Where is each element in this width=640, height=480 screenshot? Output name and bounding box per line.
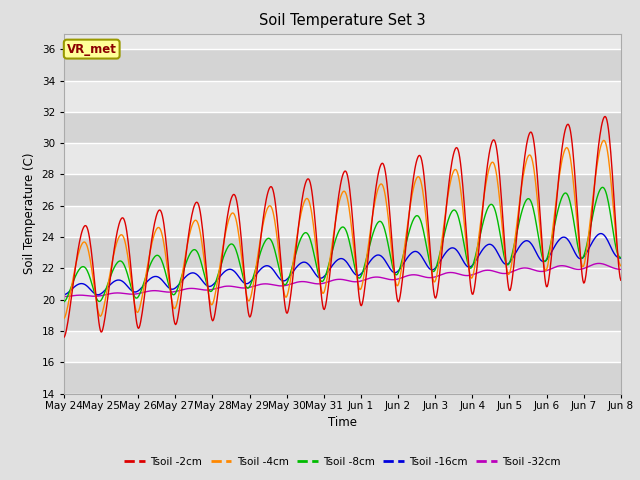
Tsoil -16cm — [70, 284, 78, 290]
Tsoil -8cm — [214, 274, 221, 280]
Tsoil -4cm — [70, 270, 78, 276]
Tsoil -8cm — [60, 299, 68, 305]
X-axis label: Time: Time — [328, 416, 357, 429]
Tsoil -16cm — [214, 276, 222, 282]
Tsoil -2cm — [184, 237, 192, 243]
Bar — [64, 300, 621, 331]
Tsoil -4cm — [410, 183, 418, 189]
Tsoil -2cm — [214, 295, 221, 300]
Tsoil -4cm — [127, 279, 135, 285]
Bar — [64, 112, 621, 143]
Bar — [64, 49, 621, 81]
Tsoil -16cm — [128, 288, 136, 294]
Tsoil -16cm — [185, 271, 193, 277]
Tsoil -2cm — [617, 277, 625, 283]
Tsoil -2cm — [127, 270, 135, 276]
Tsoil -32cm — [410, 272, 418, 277]
Bar — [64, 81, 621, 112]
Tsoil -32cm — [70, 293, 78, 299]
Tsoil -16cm — [60, 292, 68, 298]
Bar — [64, 206, 621, 237]
Bar — [64, 143, 621, 174]
Tsoil -32cm — [184, 286, 192, 291]
Tsoil -4cm — [600, 137, 607, 143]
Tsoil -16cm — [428, 267, 435, 273]
Line: Tsoil -32cm: Tsoil -32cm — [64, 264, 621, 297]
Tsoil -8cm — [70, 276, 78, 282]
Tsoil -4cm — [617, 263, 625, 269]
Tsoil -16cm — [617, 255, 625, 261]
Tsoil -4cm — [426, 257, 434, 263]
Line: Tsoil -2cm: Tsoil -2cm — [64, 117, 621, 337]
Bar — [64, 237, 621, 268]
Bar — [64, 331, 621, 362]
Y-axis label: Soil Temperature (C): Soil Temperature (C) — [23, 153, 36, 275]
Tsoil -8cm — [598, 184, 606, 190]
Text: VR_met: VR_met — [67, 43, 116, 56]
Tsoil -8cm — [617, 255, 625, 261]
Line: Tsoil -8cm: Tsoil -8cm — [64, 187, 621, 302]
Tsoil -32cm — [214, 285, 221, 291]
Tsoil -2cm — [410, 171, 418, 177]
Tsoil -4cm — [184, 239, 192, 245]
Tsoil -16cm — [411, 249, 419, 254]
Tsoil -2cm — [60, 335, 68, 340]
Legend: Tsoil -2cm, Tsoil -4cm, Tsoil -8cm, Tsoil -16cm, Tsoil -32cm: Tsoil -2cm, Tsoil -4cm, Tsoil -8cm, Tsoi… — [120, 453, 564, 471]
Bar — [64, 174, 621, 206]
Tsoil -32cm — [595, 261, 603, 266]
Title: Soil Temperature Set 3: Soil Temperature Set 3 — [259, 13, 426, 28]
Tsoil -2cm — [70, 275, 78, 280]
Tsoil -4cm — [214, 279, 221, 285]
Tsoil -8cm — [127, 285, 135, 291]
Tsoil -2cm — [426, 250, 434, 256]
Tsoil -8cm — [410, 216, 418, 221]
Tsoil -4cm — [60, 315, 68, 321]
Tsoil -8cm — [184, 255, 192, 261]
Line: Tsoil -4cm: Tsoil -4cm — [64, 140, 621, 318]
Tsoil -32cm — [60, 294, 68, 300]
Bar — [64, 268, 621, 300]
Bar — [64, 362, 621, 394]
Tsoil -16cm — [94, 292, 102, 298]
Tsoil -2cm — [602, 114, 609, 120]
Tsoil -16cm — [597, 231, 605, 237]
Tsoil -8cm — [426, 263, 434, 268]
Tsoil -32cm — [127, 291, 135, 297]
Tsoil -32cm — [426, 275, 434, 280]
Line: Tsoil -16cm: Tsoil -16cm — [64, 234, 621, 295]
Tsoil -32cm — [617, 266, 625, 272]
